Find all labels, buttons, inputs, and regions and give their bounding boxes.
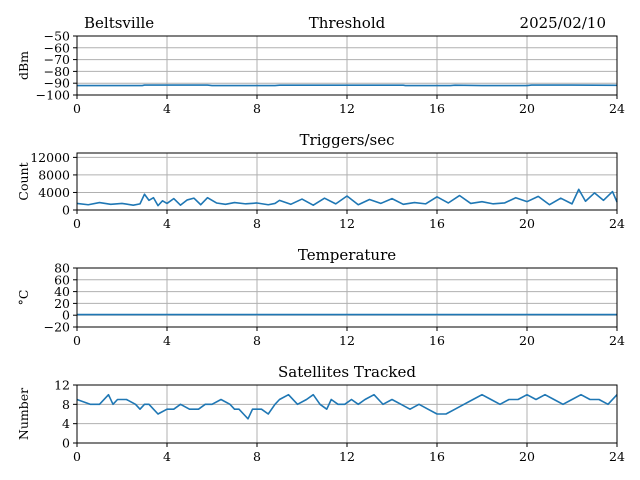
x-tick-label: 4 xyxy=(163,333,171,348)
x-tick-label: 16 xyxy=(429,216,445,231)
x-tick-label: 4 xyxy=(163,101,171,116)
y-tick-label: 4000 xyxy=(38,185,70,200)
x-tick-label: 0 xyxy=(73,101,81,116)
chart-panels: 0 4 8 12 16 20 24 −100−90−80−70−60−50 Threshold d… xyxy=(16,14,625,464)
site-label: Beltsville xyxy=(84,14,154,32)
panel-title: Threshold xyxy=(309,14,386,32)
x-tick-label: 16 xyxy=(429,333,445,348)
y-axis-label: Number xyxy=(16,388,31,440)
y-tick-label: 80 xyxy=(54,261,70,276)
panel-title: Triggers/sec xyxy=(300,131,395,149)
y-tick-label: 40 xyxy=(54,284,70,299)
y-axis-label: Count xyxy=(16,162,31,200)
y-tick-label: −90 xyxy=(44,76,70,91)
y-tick-label: 0 xyxy=(62,436,70,451)
y-tick-label: −100 xyxy=(36,88,70,103)
x-tick-label: 16 xyxy=(429,449,445,464)
x-tick-label: 0 xyxy=(73,333,81,348)
x-tick-label: 8 xyxy=(253,216,261,231)
x-tick-label: 4 xyxy=(163,449,171,464)
panel-1: 0 4 8 12 16 20 24 −100−90−80−70−60−50 Threshold d… xyxy=(16,14,625,116)
y-tick-label: 60 xyxy=(54,272,70,287)
x-tick-label: 16 xyxy=(429,101,445,116)
x-tick-label: 12 xyxy=(339,449,355,464)
y-tick-label: −80 xyxy=(44,64,70,79)
x-tick-label: 8 xyxy=(253,101,261,116)
x-tick-label: 8 xyxy=(253,333,261,348)
y-tick-label: 20 xyxy=(54,296,70,311)
series-line xyxy=(76,188,618,207)
panel-title: Satellites Tracked xyxy=(278,363,416,381)
y-tick-label: −20 xyxy=(44,320,70,335)
y-axis-label: °C xyxy=(16,290,31,306)
x-tick-label: 0 xyxy=(73,449,81,464)
x-tick-label: 24 xyxy=(609,216,625,231)
x-tick-label: 20 xyxy=(519,101,535,116)
x-tick-label: 12 xyxy=(339,333,355,348)
panel-title: Temperature xyxy=(298,246,396,264)
x-tick-label: 24 xyxy=(609,101,625,116)
y-tick-label: 8 xyxy=(62,397,70,412)
series-line xyxy=(76,393,618,420)
y-tick-label: −50 xyxy=(44,29,70,44)
y-tick-label: 0 xyxy=(62,308,70,323)
y-tick-label: −70 xyxy=(44,52,70,67)
x-tick-label: 24 xyxy=(609,333,625,348)
x-tick-label: 0 xyxy=(73,216,81,231)
x-tick-label: 24 xyxy=(609,449,625,464)
y-tick-label: −60 xyxy=(44,40,70,55)
y-tick-label: 4 xyxy=(62,416,70,431)
panel-4: 0 4 8 12 16 20 24 0 4 8 12 Satellites Tracked Number xyxy=(16,363,625,464)
x-tick-label: 20 xyxy=(519,449,535,464)
date-label: 2025/02/10 xyxy=(520,14,606,32)
y-tick-label: 12 xyxy=(54,378,70,393)
y-axis-label: dBm xyxy=(16,51,31,80)
panel-2: 0 4 8 12 16 20 24 0 4000 8000 12000 Triggers/sec Cou… xyxy=(16,131,625,231)
x-tick-label: 4 xyxy=(163,216,171,231)
x-tick-label: 12 xyxy=(339,101,355,116)
x-tick-label: 20 xyxy=(519,333,535,348)
y-tick-label: 0 xyxy=(62,203,70,218)
y-tick-label: 12000 xyxy=(30,150,70,165)
x-tick-label: 20 xyxy=(519,216,535,231)
y-tick-label: 8000 xyxy=(38,167,70,182)
x-tick-label: 12 xyxy=(339,216,355,231)
x-tick-label: 8 xyxy=(253,449,261,464)
